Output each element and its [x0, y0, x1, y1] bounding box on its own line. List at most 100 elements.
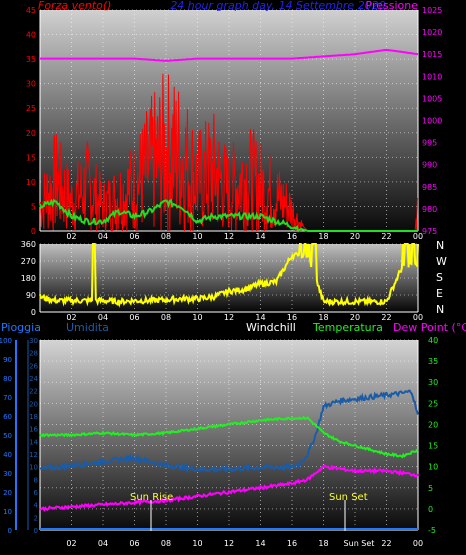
humidity-axis-tick: 2 — [34, 514, 38, 522]
x-axis-tick: 12 — [224, 313, 234, 322]
humidity-axis-tick: 28 — [29, 350, 38, 358]
wind-axis-tick: 20 — [26, 129, 36, 138]
x-axis-tick: 20 — [350, 313, 360, 322]
pressure-axis-tick: 1005 — [422, 94, 442, 103]
humidity-axis-tick: 16 — [29, 426, 38, 434]
humidity-axis-tick: 6 — [34, 489, 39, 497]
wind-axis-tick: 40 — [26, 31, 36, 40]
temperature-title: Temperatura — [312, 321, 383, 334]
chart-date-title: 24 hour graph day, 14 Settembre 2020 — [170, 0, 385, 12]
rain-title: Pioggia — [1, 321, 41, 334]
x-axis-tick: 20 — [350, 232, 360, 241]
humidity-axis-tick: 10 — [29, 464, 38, 472]
x-axis-tick: 18 — [318, 539, 328, 548]
pressure-axis-tick: 1025 — [422, 6, 442, 15]
x-axis-tick: 12 — [224, 539, 234, 548]
x-axis-tick: 18 — [318, 313, 328, 322]
temperature-axis-tick: 20 — [428, 420, 438, 429]
rain-axis-tick: 40 — [3, 451, 12, 459]
x-axis-tick: 16 — [287, 232, 297, 241]
x-axis-tick: 08 — [161, 232, 171, 241]
pressure-axis-tick: 1010 — [422, 72, 442, 81]
temperature-axis-tick: 0 — [428, 505, 433, 514]
x-axis-tick: 08 — [161, 313, 171, 322]
x-axis-tick: 10 — [192, 313, 202, 322]
compass-label: W — [436, 255, 447, 268]
series-wind-average — [39, 198, 418, 233]
x-axis-tick: Sun Set — [344, 539, 375, 548]
x-axis-tick: 10 — [192, 539, 202, 548]
x-axis-tick: 16 — [287, 539, 297, 548]
wind-axis-tick: 0 — [31, 227, 36, 236]
x-axis-tick: 14 — [255, 232, 265, 241]
sunset-label: Sun Set — [329, 492, 368, 503]
x-axis-tick: 02 — [66, 232, 76, 241]
pressure-axis-tick: 985 — [422, 183, 437, 192]
x-axis-tick: 12 — [224, 232, 234, 241]
rain-axis-tick: 80 — [3, 375, 12, 383]
pressure-axis-tick: 975 — [422, 227, 437, 236]
series-pressure — [40, 48, 419, 62]
panel-temperature — [40, 340, 418, 530]
wind-axis-tick: 45 — [26, 6, 36, 15]
rain-axis-tick: 100 — [0, 337, 12, 345]
x-axis-tick: 02 — [66, 313, 76, 322]
x-axis-tick: 14 — [255, 313, 265, 322]
humidity-axis-tick: 20 — [29, 400, 38, 408]
humidity-axis-tick: 12 — [29, 451, 38, 459]
x-axis-tick: 22 — [381, 313, 391, 322]
pressure-title: Pressione — [366, 0, 419, 12]
x-axis-tick: 06 — [129, 232, 139, 241]
rain-axis-tick: 10 — [3, 508, 12, 516]
humidity-axis-tick: 24 — [29, 375, 38, 383]
humidity-axis-tick: 14 — [29, 438, 38, 446]
pressure-axis-tick: 990 — [422, 161, 437, 170]
sunrise-label: Sun Rise — [130, 492, 173, 503]
windchill-title: Windchill — [246, 321, 296, 334]
rain-axis-tick: 20 — [3, 489, 12, 497]
temperature-axis-tick: 5 — [428, 484, 433, 493]
pressure-axis-tick: 1020 — [422, 28, 442, 37]
wind-axis-tick: 5 — [31, 202, 36, 211]
direction-axis-tick: 90 — [26, 291, 36, 300]
series-temperature — [39, 415, 419, 459]
direction-axis-tick: 0 — [31, 308, 36, 317]
x-axis-tick: 00 — [413, 313, 423, 322]
rain-axis-tick: 90 — [3, 356, 12, 364]
x-axis-tick: 22 — [381, 232, 391, 241]
x-axis-tick: 02 — [66, 539, 76, 548]
compass-label: S — [436, 271, 443, 284]
series-humidity — [40, 389, 419, 474]
series-dew-point — [39, 464, 419, 513]
humidity-title: Umidita — [66, 321, 109, 334]
direction-axis-tick: 360 — [21, 240, 36, 249]
x-axis-tick: 00 — [413, 232, 423, 241]
x-axis-tick: 04 — [98, 232, 108, 241]
x-axis-tick: 04 — [98, 313, 108, 322]
temperature-axis-tick: 10 — [428, 463, 438, 472]
x-axis-tick: 04 — [98, 539, 108, 548]
rain-axis-tick: 50 — [3, 432, 12, 440]
dewpoint-title: Dew Point (°C) — [393, 321, 466, 334]
x-axis-tick: 06 — [129, 539, 139, 548]
wind-axis-tick: 25 — [26, 104, 36, 113]
humidity-axis-tick: 18 — [29, 413, 38, 421]
temperature-axis-tick: -5 — [428, 526, 436, 535]
wind-axis-tick: 35 — [26, 55, 36, 64]
wind-axis-tick: 15 — [26, 153, 36, 162]
compass-label: N — [436, 239, 444, 252]
rain-axis-tick: 0 — [8, 527, 12, 535]
wind-axis-tick: 10 — [26, 178, 36, 187]
pressure-axis-tick: 1015 — [422, 50, 442, 59]
x-axis-tick: 00 — [413, 539, 423, 548]
x-axis-tick: 16 — [287, 313, 297, 322]
rain-axis-tick: 70 — [3, 394, 12, 402]
pressure-axis-tick: 1000 — [422, 117, 442, 126]
x-axis-tick: 14 — [255, 539, 265, 548]
x-axis-tick: 06 — [129, 313, 139, 322]
humidity-axis-tick: 30 — [29, 337, 38, 345]
humidity-axis-tick: 4 — [34, 502, 39, 510]
humidity-axis-tick: 22 — [29, 388, 38, 396]
wind-axis-tick: 30 — [26, 80, 36, 89]
